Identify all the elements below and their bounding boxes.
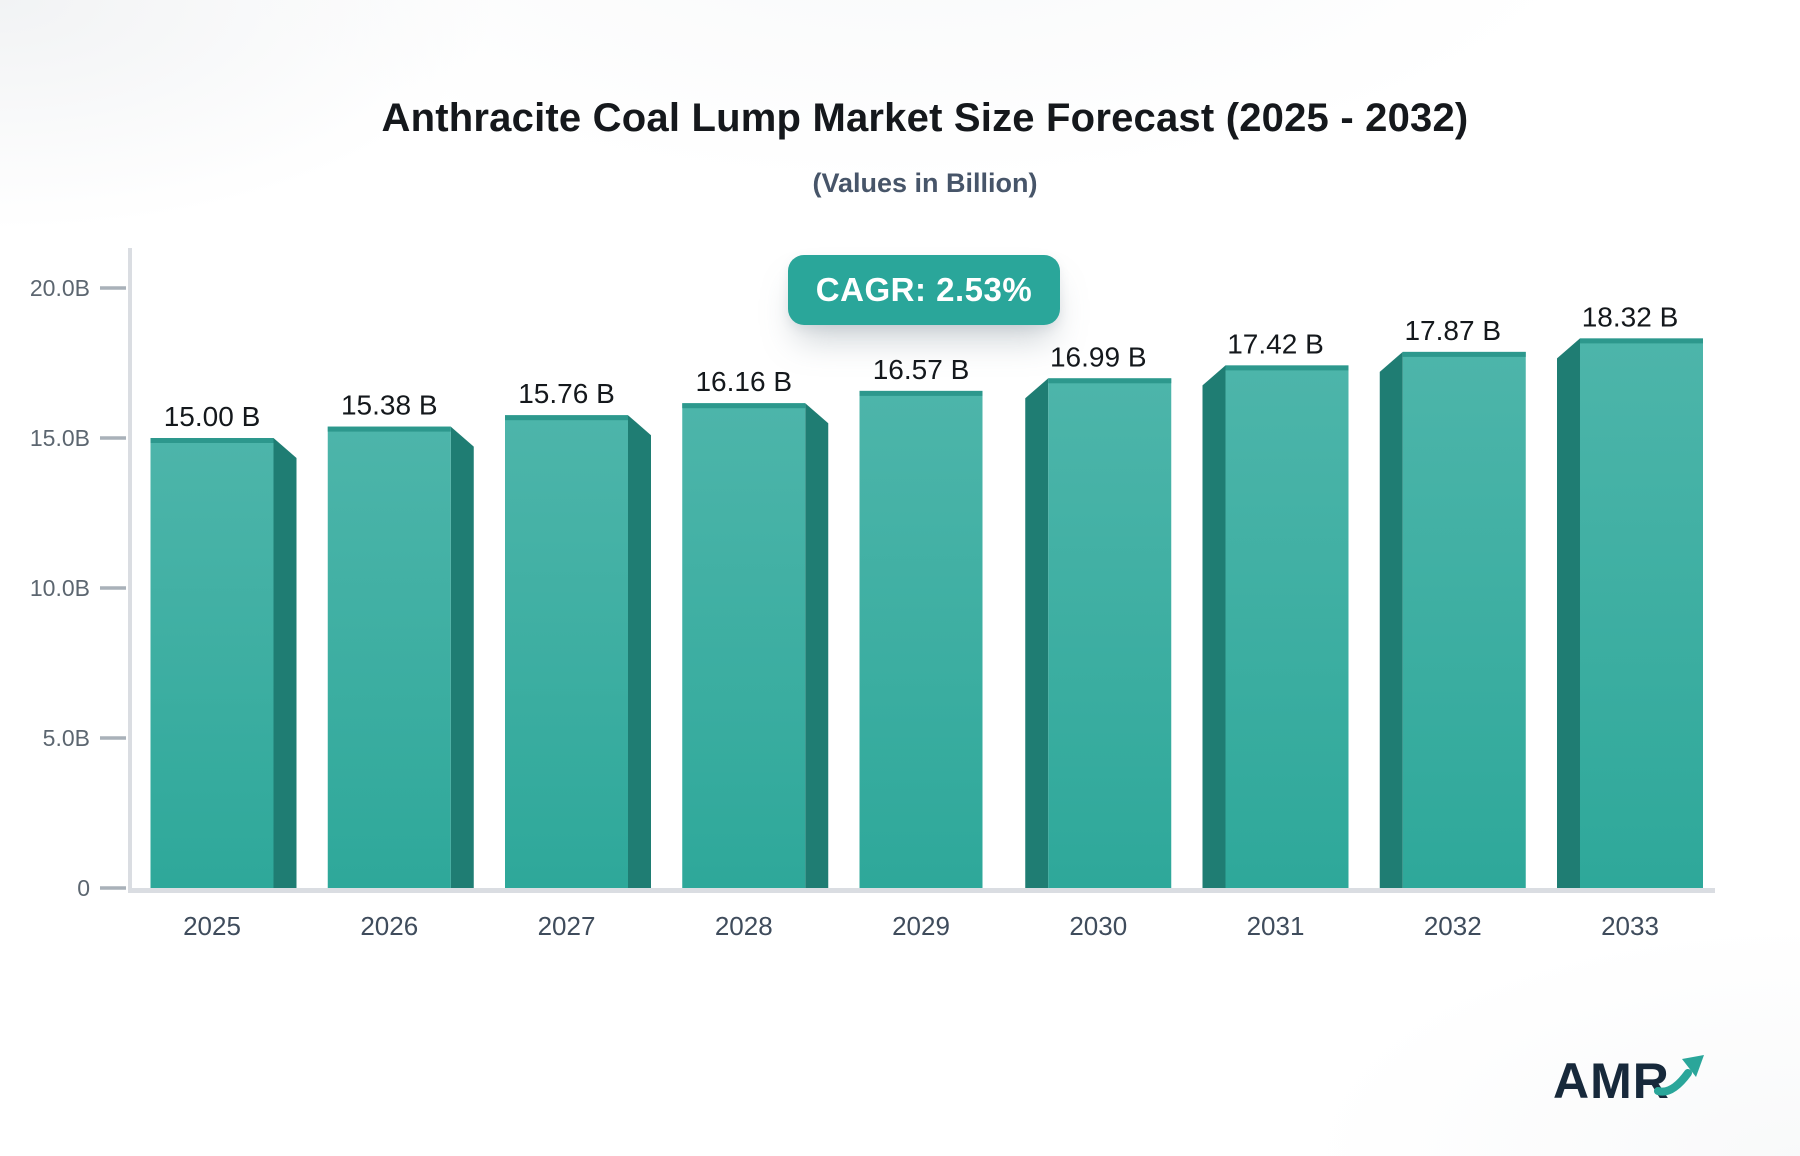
cagr-badge: CAGR: 2.53%	[788, 255, 1060, 325]
amr-logo-text: AMR	[1553, 1053, 1670, 1109]
bar-top-edge	[150, 438, 274, 443]
chart-title: Anthracite Coal Lump Market Size Forecas…	[381, 96, 1469, 140]
y-axis-line	[128, 248, 132, 892]
bar-top-edge	[1048, 378, 1172, 384]
bar-value-label: 15.76 B	[518, 378, 615, 409]
bar-top-edge	[1402, 351, 1526, 357]
x-tick-label: 2029	[892, 911, 950, 941]
growth-arrow-icon	[1653, 1055, 1704, 1096]
x-tick-label: 2028	[715, 911, 773, 941]
bar-top-edge	[505, 415, 628, 421]
y-tick-label: 20.0B	[30, 275, 90, 301]
bar-value-label: 16.16 B	[695, 366, 792, 397]
bar-value-label: 16.99 B	[1050, 341, 1147, 372]
bar	[327, 426, 451, 888]
y-tick-label: 0	[77, 875, 90, 901]
bar-side-3d	[450, 426, 474, 888]
bar-value-label: 17.42 B	[1227, 328, 1324, 359]
bar	[505, 415, 628, 888]
bar-value-label: 18.32 B	[1582, 301, 1679, 332]
bar-side-3d	[1202, 365, 1226, 888]
x-tick-label: 2031	[1247, 911, 1305, 941]
x-axis-baseline	[128, 888, 1715, 893]
amr-logo: AMR	[1553, 1046, 1753, 1116]
bar-side-3d	[805, 403, 829, 888]
bar-top-edge	[1580, 338, 1703, 344]
bar	[682, 403, 806, 888]
bar	[1402, 351, 1526, 888]
bar-top-edge	[327, 426, 451, 432]
bar-top-edge	[859, 390, 983, 396]
y-tick-label: 15.0B	[30, 425, 90, 451]
chart-subtitle: (Values in Billion)	[812, 168, 1038, 198]
bar-value-label: 17.87 B	[1404, 315, 1501, 346]
bar-value-label: 15.38 B	[341, 390, 438, 421]
bar-side-3d	[1557, 338, 1580, 888]
bar-side-3d	[1379, 351, 1403, 888]
x-tick-label: 2027	[538, 911, 596, 941]
bar-top-edge	[1225, 365, 1349, 371]
x-tick-label: 2025	[183, 911, 241, 941]
bar	[1580, 338, 1703, 888]
x-tick-label: 2033	[1601, 911, 1659, 941]
bar-side-3d	[628, 415, 651, 888]
x-tick-label: 2030	[1069, 911, 1127, 941]
y-tick-label: 10.0B	[30, 575, 90, 601]
bar	[1048, 378, 1172, 888]
x-tick-label: 2032	[1424, 911, 1482, 941]
bar-side-3d	[273, 438, 297, 888]
bar-value-label: 16.57 B	[873, 354, 970, 385]
bar	[859, 390, 983, 888]
x-tick-label: 2026	[360, 911, 418, 941]
bar	[150, 438, 274, 888]
bar-value-label: 15.00 B	[164, 401, 261, 432]
bar-top-edge	[682, 403, 806, 409]
y-tick-label: 5.0B	[43, 725, 90, 751]
bar	[1225, 365, 1349, 888]
bar-side-3d	[1025, 378, 1049, 888]
